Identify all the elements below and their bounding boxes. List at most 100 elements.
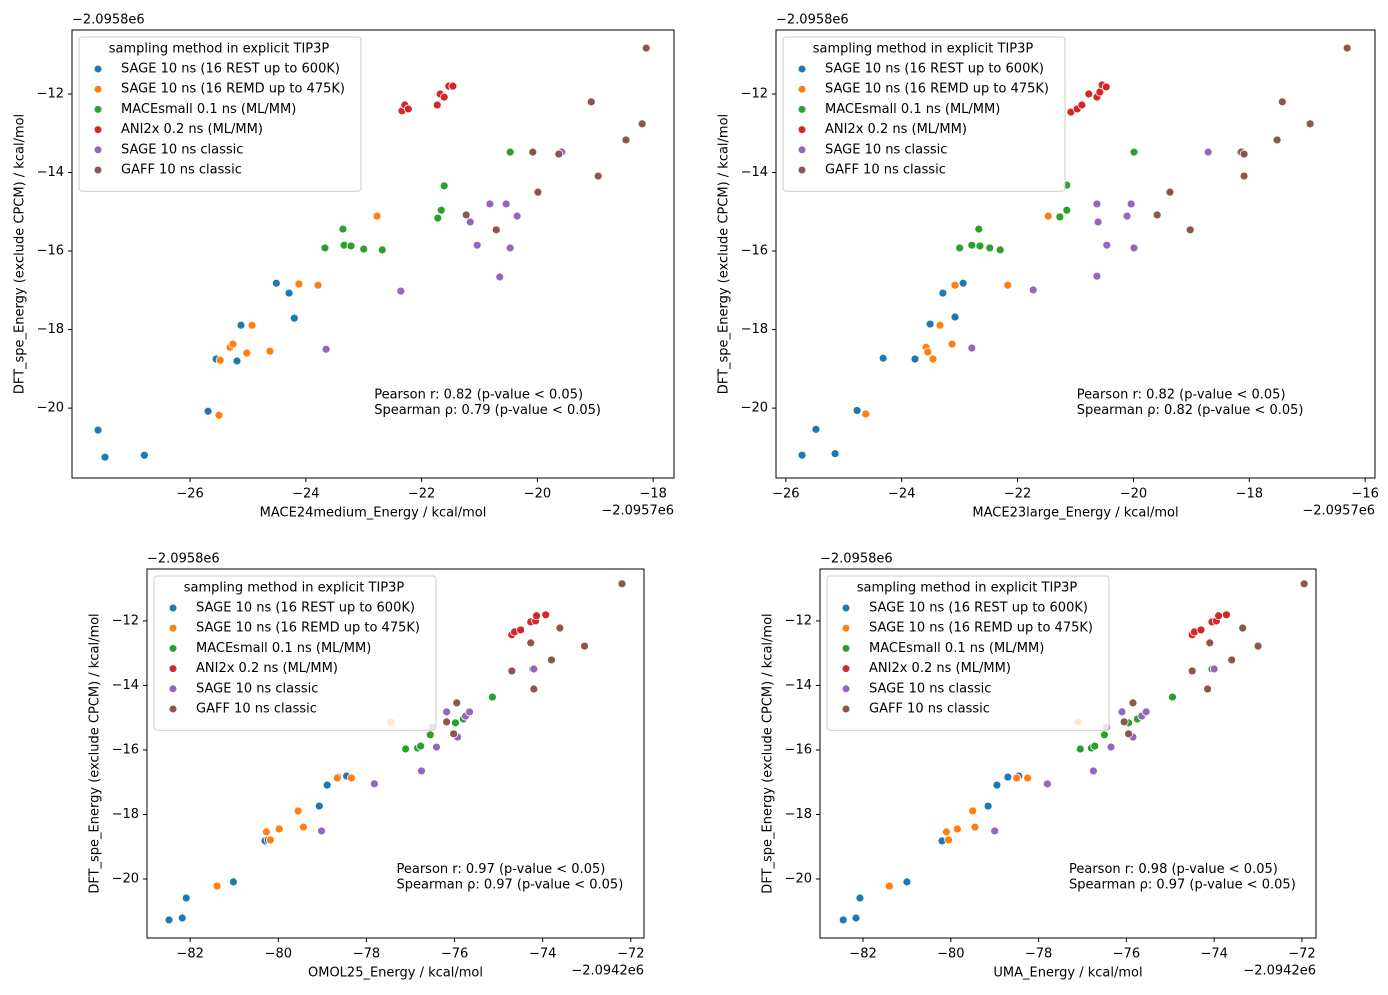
data-point [214,410,224,420]
data-point [541,610,551,620]
x-tick-label: −82 [176,947,203,962]
data-point [1209,664,1219,674]
data-point [938,288,948,298]
legend-label: SAGE 10 ns classic [121,142,243,157]
data-point [377,245,387,255]
data-point [1238,623,1248,633]
legend-marker [798,126,806,134]
data-point [505,243,515,253]
data-point [177,913,187,923]
y-tick-label: −18 [37,322,64,337]
y-offset-text: −2.0958e6 [820,552,893,567]
data-point [884,881,894,891]
legend-label: SAGE 10 ns (16 REST up to 600K) [196,601,415,616]
x-tick-label: −76 [1113,947,1140,962]
legend-label: ANI2x 0.2 ns (ML/MM) [869,661,1011,676]
data-point [271,278,281,288]
y-axis-label: DFT_spe_Energy (exclude CPCM) / kcal/mol [13,114,28,394]
data-point [1084,89,1094,99]
data-point [242,348,252,358]
data-point [975,241,985,251]
legend-marker [169,685,177,693]
legend-label: SAGE 10 ns (16 REST up to 600K) [869,601,1088,616]
legend-marker [94,126,102,134]
data-point [236,320,246,330]
data-point [593,171,603,181]
axes-frame [775,29,1376,479]
y-tick-label: −20 [112,871,139,886]
data-point [501,199,511,209]
legend-marker [94,146,102,154]
data-point [855,893,865,903]
legend-label: GAFF 10 ns classic [869,702,990,717]
legend-label: SAGE 10 ns classic [869,681,991,696]
data-point [990,826,1000,836]
data-point [284,288,294,298]
legend-marker [842,665,850,673]
legend-marker [842,604,850,612]
data-point [396,286,406,296]
data-point [621,135,631,145]
data-point [228,877,238,887]
x-tick-label: −72 [1288,947,1315,962]
data-point [472,240,482,250]
data-point [1196,625,1206,635]
legend-marker [94,166,102,174]
y-tick-label: −12 [785,613,812,628]
y-tick-label: −12 [37,87,64,102]
data-point [1028,285,1038,295]
stats-annotation: Pearson r: 0.82 (p-value < 0.05) [374,388,583,403]
data-point [346,241,356,251]
legend-label: SAGE 10 ns (16 REST up to 600K) [825,62,1044,77]
data-point [925,319,935,329]
data-point [1165,187,1175,197]
data-point [265,346,275,356]
data-point [992,780,1002,790]
data-point [852,406,862,415]
x-tick-label: −26 [176,487,203,502]
legend-label: ANI2x 0.2 ns (ML/MM) [196,661,338,676]
data-point [861,409,871,419]
legend-label: SAGE 10 ns (16 REST up to 600K) [121,62,340,77]
data-point [320,243,330,253]
data-point [1012,773,1022,783]
x-tick-label: −24 [888,487,915,502]
data-point [1124,729,1133,739]
legend-marker [169,665,177,673]
data-point [1100,730,1109,740]
data-point [811,424,821,434]
legend-marker [798,105,806,113]
data-point [526,638,536,648]
axes-frame [146,568,645,939]
data-point [1003,280,1013,290]
y-tick-label: −14 [741,165,768,180]
legend-box [782,36,1066,192]
x-tick-label: −78 [1025,947,1052,962]
legend-marker [94,105,102,113]
x-tick-label: −26 [772,487,799,502]
data-point [586,97,596,107]
data-point [950,312,960,322]
x-tick-label: −80 [265,947,292,962]
data-point [1152,210,1162,220]
data-point [555,623,565,633]
data-point [432,100,442,110]
data-point [461,210,471,220]
data-point [401,744,411,754]
data-point [1239,171,1249,181]
x-tick-label: −20 [524,487,551,502]
data-point [1102,240,1112,250]
data-point [878,353,888,363]
y-axis-label: DFT_spe_Energy (exclude CPCM) / kcal/mol [88,613,103,893]
data-point [967,343,977,353]
data-point [369,779,379,789]
legend-label: GAFF 10 ns classic [196,702,317,717]
data-point [1055,212,1065,222]
data-point [203,406,213,416]
subplot: −82 −80 −78 −76 −74 −72 −20 −18 −16 −14 −12 OMOL25_… [88,552,645,981]
x-offset-text: −2.0942e6 [571,964,644,979]
data-point [359,244,369,254]
data-point [947,339,957,349]
legend-box [826,575,1110,731]
data-point [1062,205,1072,215]
